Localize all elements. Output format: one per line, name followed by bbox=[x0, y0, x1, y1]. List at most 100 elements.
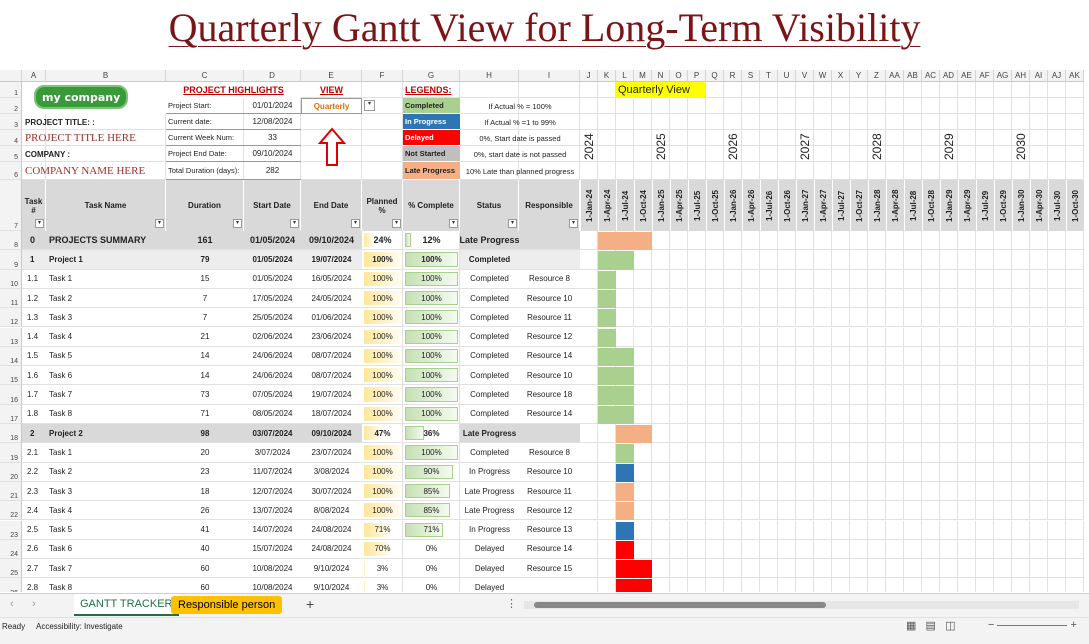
grid-cell bbox=[1012, 250, 1030, 270]
grid-cell bbox=[742, 346, 760, 367]
tab-scroll-left[interactable]: ‹ bbox=[10, 598, 14, 610]
grid-cell bbox=[886, 501, 904, 521]
grid-cell bbox=[1066, 308, 1084, 328]
filter-button[interactable]: ▾ bbox=[569, 219, 578, 228]
page-title: Quarterly Gantt View for Long-Term Visib… bbox=[168, 5, 921, 50]
grid-cell bbox=[922, 462, 940, 482]
grid-cell bbox=[904, 146, 922, 162]
grid-cell bbox=[1030, 385, 1048, 405]
grid-cell bbox=[616, 114, 634, 130]
grid-cell bbox=[940, 346, 958, 367]
table-cell: Resource 10 bbox=[519, 288, 580, 309]
sheet-tab[interactable]: GANTT TRACKER bbox=[74, 594, 179, 616]
tab-scroll-right[interactable]: › bbox=[32, 598, 36, 610]
grid-cell bbox=[886, 269, 904, 289]
grid-cell bbox=[706, 366, 724, 386]
grid-cell bbox=[850, 231, 868, 251]
grid-cell bbox=[886, 443, 904, 463]
filter-button[interactable]: ▾ bbox=[233, 219, 242, 228]
grid-cell bbox=[1030, 269, 1048, 289]
view-buttons[interactable]: ▦ ▤ ◫ bbox=[906, 620, 956, 632]
filter-button[interactable]: ▾ bbox=[449, 219, 458, 228]
table-cell: 10/08/2024 bbox=[244, 559, 301, 579]
grid-cell bbox=[580, 462, 598, 482]
grid-cell bbox=[886, 288, 904, 309]
filter-button[interactable]: ▾ bbox=[351, 219, 360, 228]
grid-cell bbox=[1012, 520, 1030, 540]
grid-cell bbox=[922, 231, 940, 251]
row-header: 26 bbox=[0, 578, 22, 592]
grid-cell bbox=[1012, 327, 1030, 347]
zoom-slider[interactable]: − + bbox=[988, 619, 1077, 631]
grid-cell bbox=[1048, 146, 1066, 162]
grid-cell bbox=[796, 250, 814, 270]
grid-cell bbox=[760, 82, 778, 98]
quarter-label: 1-Oct-29 bbox=[994, 180, 1012, 231]
table-cell: 2.4 bbox=[22, 501, 46, 521]
grid-cell bbox=[850, 559, 868, 579]
grid-cell bbox=[1066, 346, 1084, 367]
grid-cell bbox=[832, 539, 850, 560]
sheet-tab[interactable]: Responsible person bbox=[171, 596, 283, 614]
grid-cell bbox=[1012, 288, 1030, 309]
grid-cell bbox=[670, 98, 688, 114]
row-header: 13 bbox=[0, 327, 22, 347]
grid-cell bbox=[886, 346, 904, 367]
grid-cell bbox=[1012, 98, 1030, 114]
grid-cell bbox=[742, 114, 760, 130]
view-dropdown[interactable]: Quarterly bbox=[301, 98, 362, 114]
add-sheet[interactable]: + bbox=[306, 596, 315, 612]
row-header: 15 bbox=[0, 366, 22, 386]
grid-cell bbox=[958, 443, 976, 463]
grid-cell bbox=[778, 539, 796, 560]
grid-cell bbox=[778, 366, 796, 386]
table-cell: 3% bbox=[362, 578, 403, 592]
grid-cell bbox=[634, 288, 652, 309]
grid-cell bbox=[634, 146, 652, 162]
filter-button[interactable]: ▾ bbox=[155, 219, 164, 228]
grid-cell bbox=[616, 98, 634, 114]
dropdown-button[interactable]: ▾ bbox=[364, 100, 375, 111]
table-cell: 21 bbox=[166, 327, 244, 347]
grid-cell bbox=[652, 130, 670, 146]
grid-cell bbox=[460, 162, 519, 180]
grid-cell bbox=[778, 559, 796, 579]
grid-cell bbox=[652, 578, 670, 592]
table-cell: 1 bbox=[22, 250, 46, 270]
grid-cell bbox=[688, 327, 706, 347]
legend-description: 0%, start date is not passed bbox=[473, 149, 567, 159]
table-cell: 2.8 bbox=[22, 578, 46, 592]
h-scrollbar[interactable] bbox=[524, 601, 1079, 609]
filter-button[interactable]: ▾ bbox=[508, 219, 517, 228]
column-header: AF bbox=[976, 70, 994, 82]
table-cell: Project 2 bbox=[46, 424, 166, 444]
grid-cell bbox=[976, 346, 994, 367]
grid-cell bbox=[598, 520, 616, 540]
grid-cell bbox=[994, 424, 1012, 444]
grid-cell bbox=[1048, 404, 1066, 424]
grid-cell bbox=[460, 114, 519, 130]
grid-cell bbox=[976, 559, 994, 579]
grid-cell bbox=[904, 443, 922, 463]
column-header: T bbox=[760, 70, 778, 82]
grid-cell bbox=[976, 501, 994, 521]
grid-cell bbox=[598, 443, 616, 463]
filter-button[interactable]: ▾ bbox=[290, 219, 299, 228]
grid-cell bbox=[688, 346, 706, 367]
column-header: K bbox=[598, 70, 616, 82]
table-cell: 9/10/2024 bbox=[301, 578, 362, 592]
table-cell: Resource 14 bbox=[519, 404, 580, 424]
filter-button[interactable]: ▾ bbox=[35, 219, 44, 228]
grid-cell bbox=[778, 250, 796, 270]
grid-cell bbox=[598, 501, 616, 521]
table-cell: 1.3 bbox=[22, 308, 46, 328]
grid-cell bbox=[724, 462, 742, 482]
accessibility-status[interactable]: Accessibility: Investigate bbox=[36, 622, 123, 631]
row-header: 4 bbox=[0, 130, 22, 146]
grid-cell bbox=[994, 269, 1012, 289]
grid-cell bbox=[778, 130, 796, 146]
grid-cell bbox=[904, 162, 922, 180]
grid-cell bbox=[868, 443, 886, 463]
table-cell: Resource 10 bbox=[519, 366, 580, 386]
filter-button[interactable]: ▾ bbox=[392, 219, 401, 228]
